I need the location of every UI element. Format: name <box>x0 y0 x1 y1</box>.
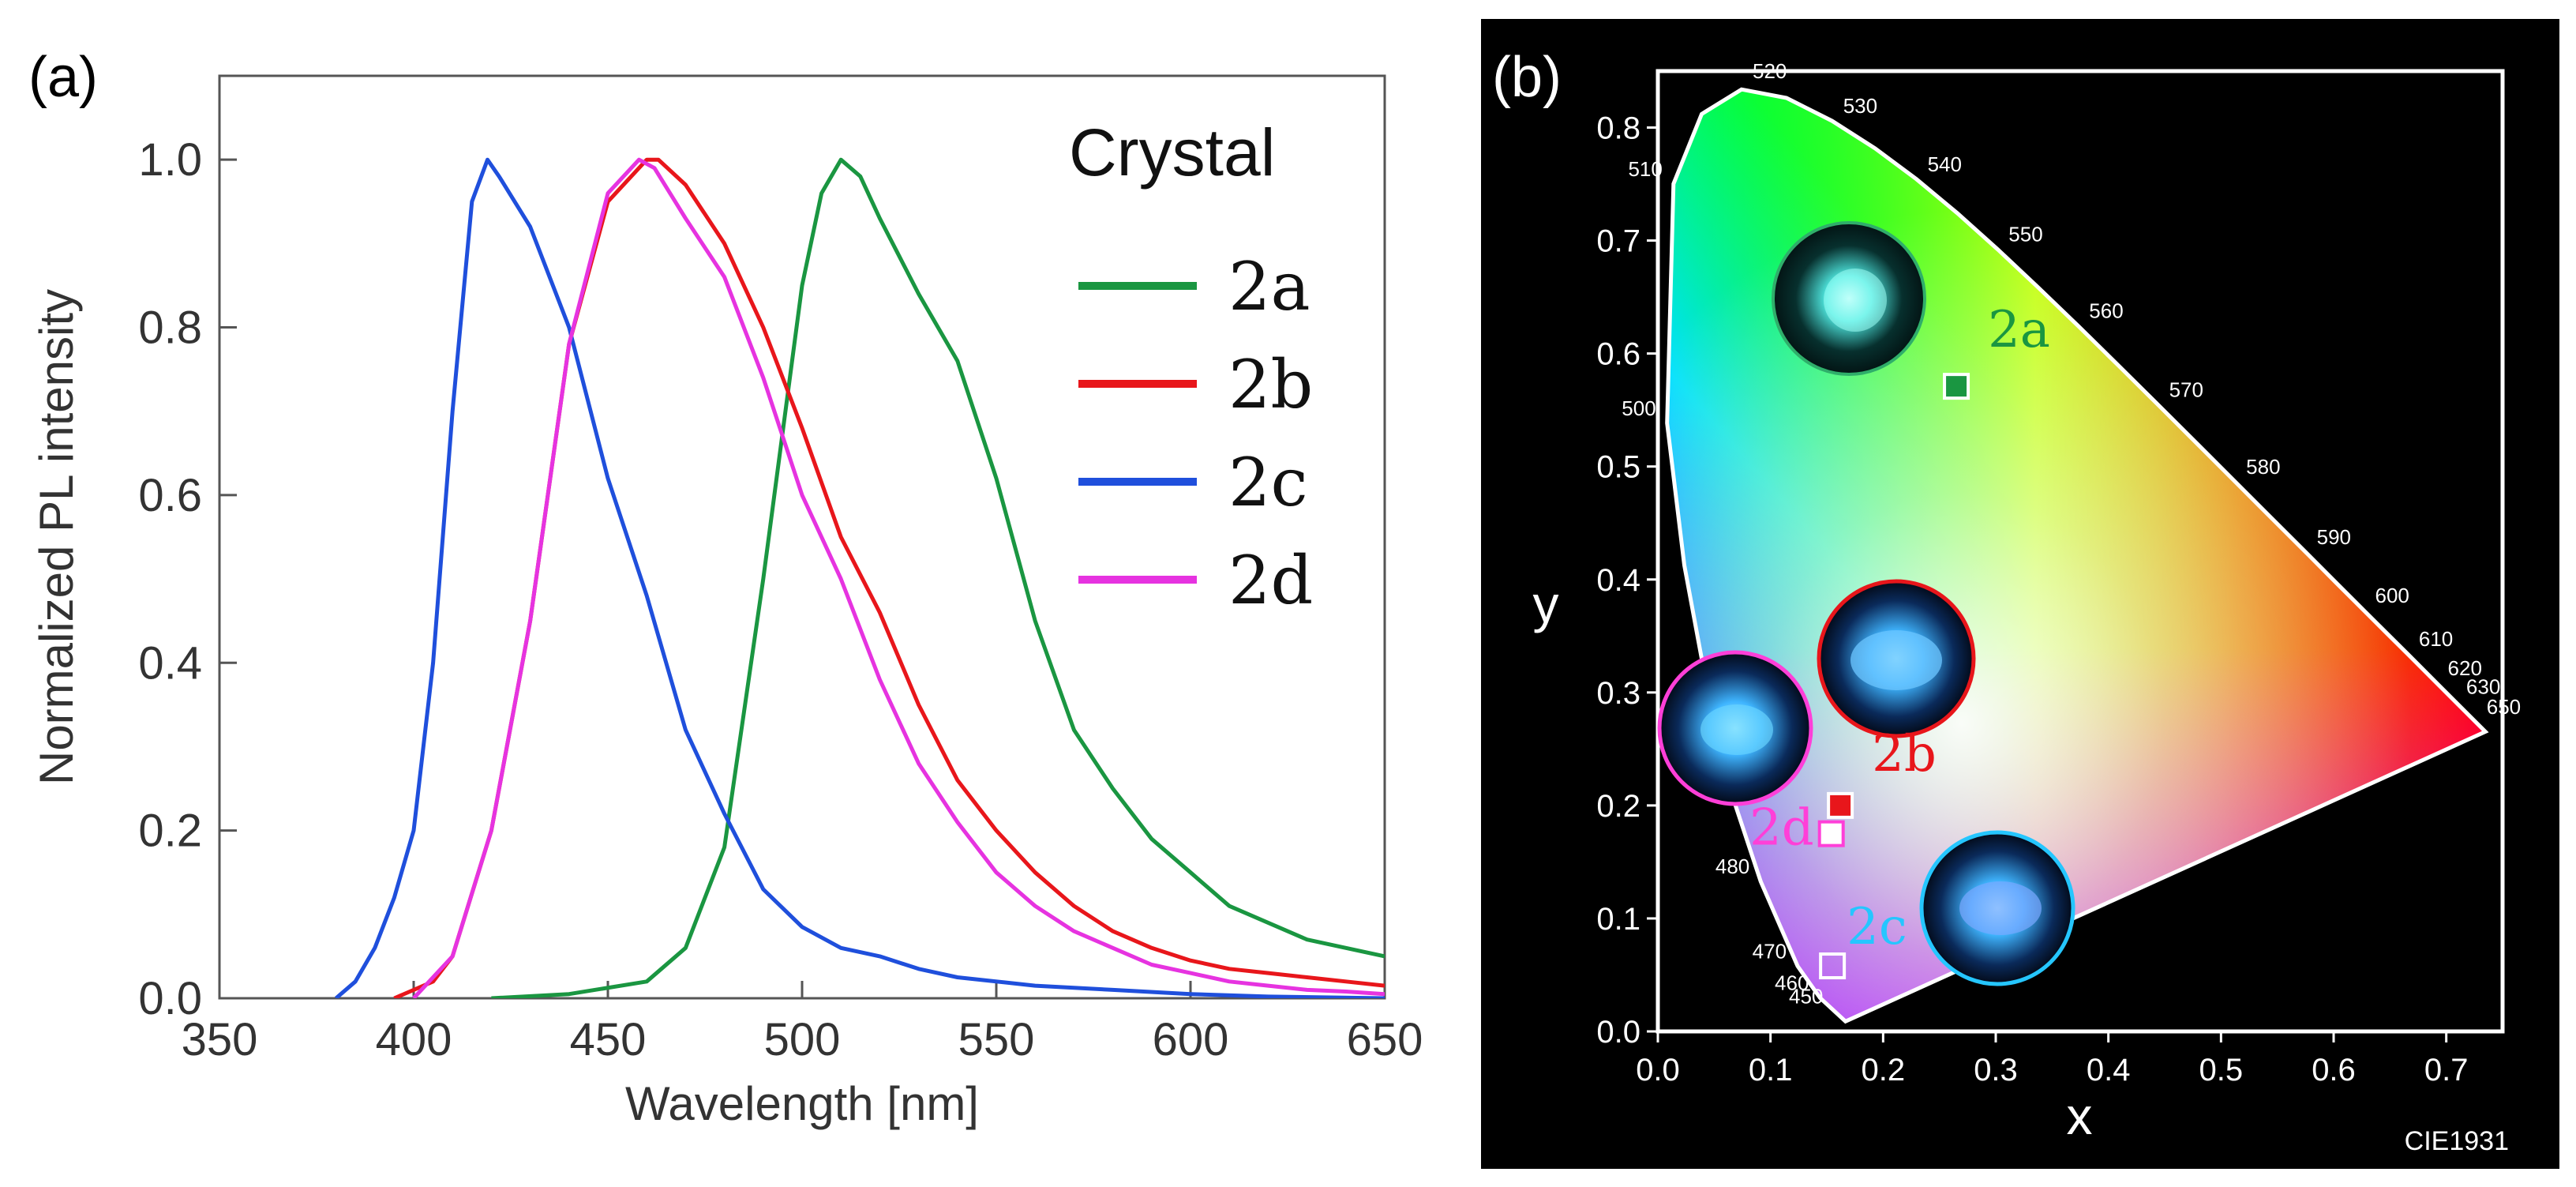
x-tick-label-b: 0.2 <box>1862 1053 1906 1087</box>
y-tick-label-a: 0.6 <box>138 470 202 521</box>
x-tick-label-a: 450 <box>570 1014 647 1065</box>
wavelength-label: 610 <box>2419 627 2453 651</box>
wavelength-label: 580 <box>2246 455 2280 479</box>
legend-label-2d: 2d <box>1228 542 1313 619</box>
data-point-2a <box>1943 373 1970 400</box>
legend-label-2b: 2b <box>1228 346 1313 423</box>
wavelength-label: 540 <box>1928 152 1962 176</box>
series-line-2d <box>412 157 1385 998</box>
x-tick-label-b: 0.5 <box>2199 1053 2244 1087</box>
wavelength-label: 590 <box>2317 525 2351 549</box>
x-tick-label-a: 400 <box>376 1014 452 1065</box>
y-tick-label-b: 0.5 <box>1596 450 1640 485</box>
series-line-2c <box>334 157 1385 998</box>
series-line-2a <box>491 157 1385 998</box>
pl-spectrum-chart: 350 400 450 500 550 600 650 0.0 0.2 0.4 0.6 0.8 1.0… <box>30 74 1423 1130</box>
panel-b-label: (b) <box>1492 46 1562 109</box>
point-label-2b: 2b <box>1872 725 1937 783</box>
legend: Crystal 2a 2b 2c 2d <box>1069 115 1313 619</box>
x-axis-label-b: x <box>2067 1087 2093 1145</box>
y-tick-label-b: 0.4 <box>1596 563 1640 598</box>
wavelength-label: 560 <box>2089 299 2123 323</box>
y-tick-label-b: 0.8 <box>1596 111 1640 146</box>
point-label-2c: 2c <box>1847 898 1907 956</box>
wavelength-label: 570 <box>2169 378 2203 401</box>
legend-label-2c: 2c <box>1228 444 1308 521</box>
x-tick-label-a: 600 <box>1153 1014 1229 1065</box>
wavelength-label: 460 <box>1775 971 1809 995</box>
wavelength-label: 530 <box>1843 94 1877 118</box>
crystal-photo-2b <box>1817 579 1976 738</box>
crystal-photo-2a <box>1772 221 1926 376</box>
cie-standard-label: CIE1931 <box>2405 1126 2509 1156</box>
x-tick-label-b: 0.4 <box>2087 1053 2131 1087</box>
crystal-photo-2d <box>1657 650 1813 806</box>
x-axis-label-a: Wavelength [nm] <box>625 1077 979 1130</box>
wavelength-label: 550 <box>2008 223 2042 246</box>
x-tick-label-b: 0.6 <box>2312 1053 2356 1087</box>
data-point-2d <box>1817 820 1845 847</box>
x-tick-label-b: 0.1 <box>1749 1053 1793 1087</box>
x-tick-label-b: 0.0 <box>1636 1053 1680 1087</box>
wavelength-label: 630 <box>2466 674 2500 698</box>
y-tick-label-a: 0.2 <box>138 806 202 857</box>
x-tick-label-b: 0.3 <box>1974 1053 2018 1087</box>
data-point-2b <box>1827 791 1854 819</box>
data-point-2c <box>1819 952 1847 980</box>
plot-frame-b <box>1655 69 2505 1034</box>
plot-frame-a <box>218 74 1386 1000</box>
y-axis-label-a: Normalized PL intensity <box>30 289 83 785</box>
cie-chromaticity-chart: (b) 0.0 0.1 0.2 0.3 0.4 0.5 0.6 0.7 0.0 0.1 0.2 0.… <box>1481 19 2559 1169</box>
y-axis-label-b: y <box>1533 575 1559 633</box>
wavelength-label: 510 <box>1628 157 1662 181</box>
point-label-2d: 2d <box>1749 799 1814 858</box>
wavelength-label: 520 <box>1753 59 1787 83</box>
wavelength-label: 620 <box>2448 656 2482 680</box>
wavelength-label: 600 <box>2375 584 2409 607</box>
point-label-2a: 2a <box>1988 301 2050 359</box>
wavelength-label: 470 <box>1753 939 1787 963</box>
legend-label-2a: 2a <box>1228 248 1310 325</box>
legend-title: Crystal <box>1069 115 1275 190</box>
x-tick-label-a: 500 <box>764 1014 841 1065</box>
y-tick-label-a: 0.4 <box>138 637 202 689</box>
wavelength-label: 650 <box>2487 695 2521 719</box>
y-tick-label-b: 0.2 <box>1596 789 1640 824</box>
x-tick-label-b: 0.7 <box>2424 1053 2469 1087</box>
wavelength-label: 450 <box>1789 985 1823 1009</box>
x-tick-label-a: 350 <box>182 1014 258 1065</box>
wavelength-label: 500 <box>1622 396 1655 420</box>
y-tick-label-b: 0.1 <box>1596 902 1640 937</box>
crystal-photo-2c <box>1919 830 2075 986</box>
y-tick-label-b: 0.7 <box>1596 224 1640 259</box>
y-tick-label-a: 1.0 <box>138 134 202 186</box>
y-tick-label-b: 0.3 <box>1596 676 1640 711</box>
panel-a-label: (a) <box>28 46 98 109</box>
y-tick-label-a: 0.0 <box>138 973 202 1024</box>
y-tick-label-b: 0.0 <box>1596 1015 1640 1050</box>
y-tick-label-b: 0.6 <box>1596 337 1640 372</box>
wavelength-label: 480 <box>1715 855 1749 878</box>
x-tick-label-a: 650 <box>1347 1014 1423 1065</box>
y-tick-label-a: 0.8 <box>138 302 202 354</box>
x-tick-label-a: 550 <box>958 1014 1035 1065</box>
